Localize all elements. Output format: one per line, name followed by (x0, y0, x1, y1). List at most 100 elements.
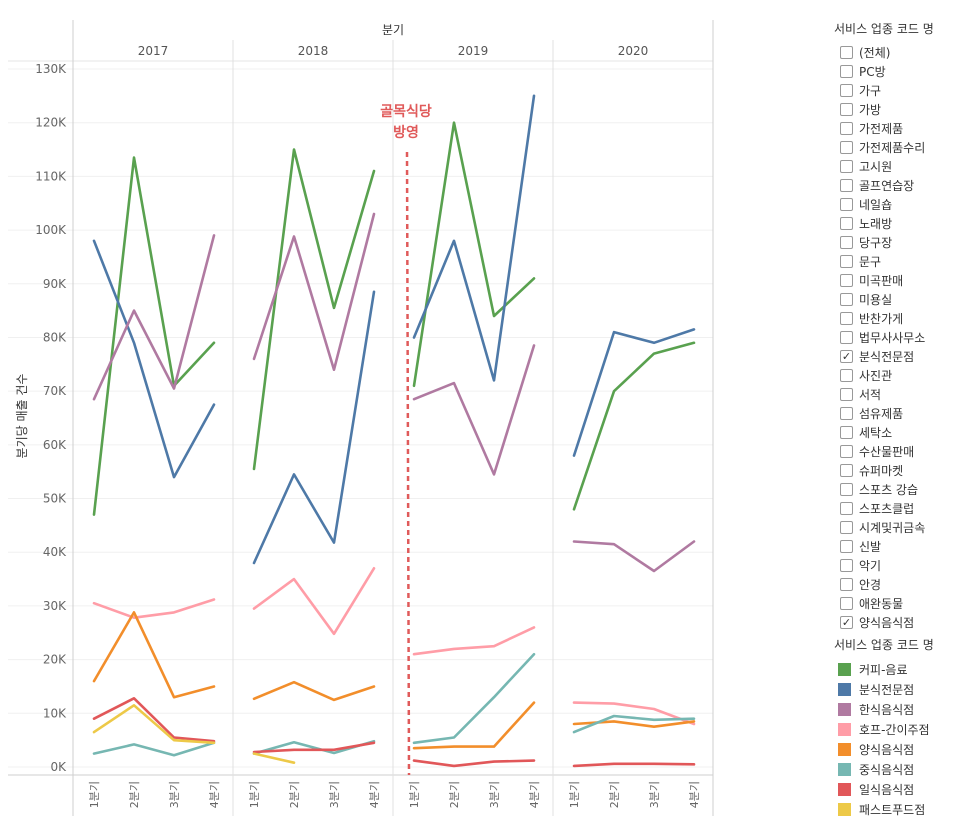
legend-label: 패스트푸드점 (859, 802, 926, 817)
filter-item[interactable]: 네일숍 (840, 195, 966, 214)
y-tick-label: 50K (43, 492, 67, 506)
filter-item[interactable]: 가구 (840, 81, 966, 100)
filter-item[interactable]: 사진관 (840, 366, 966, 385)
filter-item[interactable]: 골프연습장 (840, 176, 966, 195)
filter-item[interactable]: 미곡판매 (840, 271, 966, 290)
filter-item[interactable]: 노래방 (840, 214, 966, 233)
series-line-1-2020 (572, 328, 696, 457)
checkbox-icon[interactable] (840, 179, 853, 192)
checkbox-icon[interactable] (840, 217, 853, 230)
x-tick-label: 3분기 (168, 781, 181, 808)
checkbox-icon[interactable] (840, 502, 853, 515)
filter-item-label: 가전제품수리 (859, 141, 926, 155)
filter-item-label: 당구장 (859, 236, 893, 250)
filter-item-label: 미곡판매 (859, 274, 904, 288)
filter-item[interactable]: 안경 (840, 575, 966, 594)
x-axis: 1분기 2분기 3분기 4분기 1분기 2분기 3분기 4분기 1분기 2분기 3분기 4분기 1분기 2… (88, 781, 701, 808)
filter-item-label: 슈퍼마켓 (859, 464, 904, 478)
checkbox-icon[interactable] (840, 255, 853, 268)
panel-header-2019: 2019 (458, 44, 489, 58)
filter-item[interactable]: 슈퍼마켓 (840, 461, 966, 480)
x-tick-label: 2분기 (128, 781, 141, 808)
filter-item[interactable]: 미용실 (840, 290, 966, 309)
filter-item[interactable]: (전체) (840, 43, 966, 62)
filter-item[interactable]: 애완동물 (840, 594, 966, 613)
filter-item[interactable]: ✓ 양식음식점 (840, 613, 966, 631)
legend-item: 패스트푸드점 (838, 799, 966, 819)
filter-item[interactable]: 가전제품수리 (840, 138, 966, 157)
series-line-3-2019 (412, 626, 536, 656)
x-tick-label: 3분기 (328, 781, 341, 808)
filter-item[interactable]: 세탁소 (840, 423, 966, 442)
filter-item[interactable]: 악기 (840, 556, 966, 575)
checkbox-icon[interactable] (840, 369, 853, 382)
filter-item-label: 문구 (859, 255, 882, 269)
filter-item[interactable]: 스포츠클럽 (840, 499, 966, 518)
series-line-5-2017 (92, 741, 216, 757)
checkbox-checked-icon[interactable]: ✓ (840, 616, 853, 629)
filter-item[interactable]: 반찬가게 (840, 309, 966, 328)
filter-item-label: 노래방 (859, 217, 893, 231)
checkbox-icon[interactable] (840, 103, 853, 116)
checkbox-icon[interactable] (840, 65, 853, 78)
filter-item[interactable]: ✓ 분식전문점 (840, 347, 966, 366)
legend-swatch (838, 702, 851, 716)
filter-item[interactable]: 스포츠 강습 (840, 480, 966, 499)
filter-item[interactable]: 수산물판매 (840, 442, 966, 461)
checkbox-icon[interactable] (840, 331, 853, 344)
series-line-2-2019 (412, 344, 536, 476)
filter-item[interactable]: 시계및귀금속 (840, 518, 966, 537)
checkbox-icon[interactable] (840, 198, 853, 211)
filter-item-label: 신발 (859, 540, 882, 554)
filter-item-label: 법무사사무소 (859, 331, 926, 345)
series-line-6-2018 (252, 741, 376, 754)
checkbox-icon[interactable] (840, 312, 853, 325)
checkbox-icon[interactable] (840, 483, 853, 496)
filter-item[interactable]: 섬유제품 (840, 404, 966, 423)
filter-panel: 서비스 업종 코드 명 (전체) PC방 가구 가방 가전제품 가전제품수리 고시원 골프연습… (828, 20, 966, 631)
x-tick-label: 2분기 (288, 781, 301, 808)
checkbox-icon[interactable] (840, 160, 853, 173)
checkbox-icon[interactable] (840, 293, 853, 306)
filter-item[interactable]: 가방 (840, 100, 966, 119)
series-line-6-2020 (572, 762, 696, 768)
checkbox-icon[interactable] (840, 578, 853, 591)
filter-item[interactable]: 신발 (840, 537, 966, 556)
checkbox-icon[interactable] (840, 597, 853, 610)
filter-item[interactable]: PC방 (840, 62, 966, 81)
checkbox-icon[interactable] (840, 84, 853, 97)
legend-swatch (838, 742, 851, 756)
filter-item[interactable]: 고시원 (840, 157, 966, 176)
checkbox-icon[interactable] (840, 122, 853, 135)
checkbox-icon[interactable] (840, 559, 853, 572)
filter-item-label: 고시원 (859, 160, 893, 174)
checkbox-checked-icon[interactable]: ✓ (840, 350, 853, 363)
filter-item-label: 양식음식점 (859, 616, 915, 630)
checkbox-icon[interactable] (840, 274, 853, 287)
checkbox-icon[interactable] (840, 426, 853, 439)
filter-item-label: 골프연습장 (859, 179, 915, 193)
checkbox-icon[interactable] (840, 464, 853, 477)
y-tick-label: 120K (35, 116, 67, 130)
filter-item-label: 섬유제품 (859, 407, 904, 421)
series-line-6-2017 (92, 696, 216, 743)
checkbox-icon[interactable] (840, 521, 853, 534)
checkbox-icon[interactable] (840, 388, 853, 401)
checkbox-icon[interactable] (840, 141, 853, 154)
series-line-7-2017 (92, 703, 216, 745)
checkbox-icon[interactable] (840, 46, 853, 59)
checkbox-icon[interactable] (840, 236, 853, 249)
line-chart: 분기 분기당 매출 건수 2017 2018 2019 2020 0K 10K 20K 30… (8, 20, 714, 816)
legend-swatch (838, 662, 851, 676)
filter-item[interactable]: 당구장 (840, 233, 966, 252)
filter-item[interactable]: 법무사사무소 (840, 328, 966, 347)
checkbox-icon[interactable] (840, 445, 853, 458)
filter-item[interactable]: 가전제품 (840, 119, 966, 138)
checkbox-icon[interactable] (840, 540, 853, 553)
checkbox-icon[interactable] (840, 407, 853, 420)
series-line-0-2020 (572, 341, 696, 511)
filter-item[interactable]: 문구 (840, 252, 966, 271)
grid (8, 20, 714, 816)
filter-item[interactable]: 서적 (840, 385, 966, 404)
